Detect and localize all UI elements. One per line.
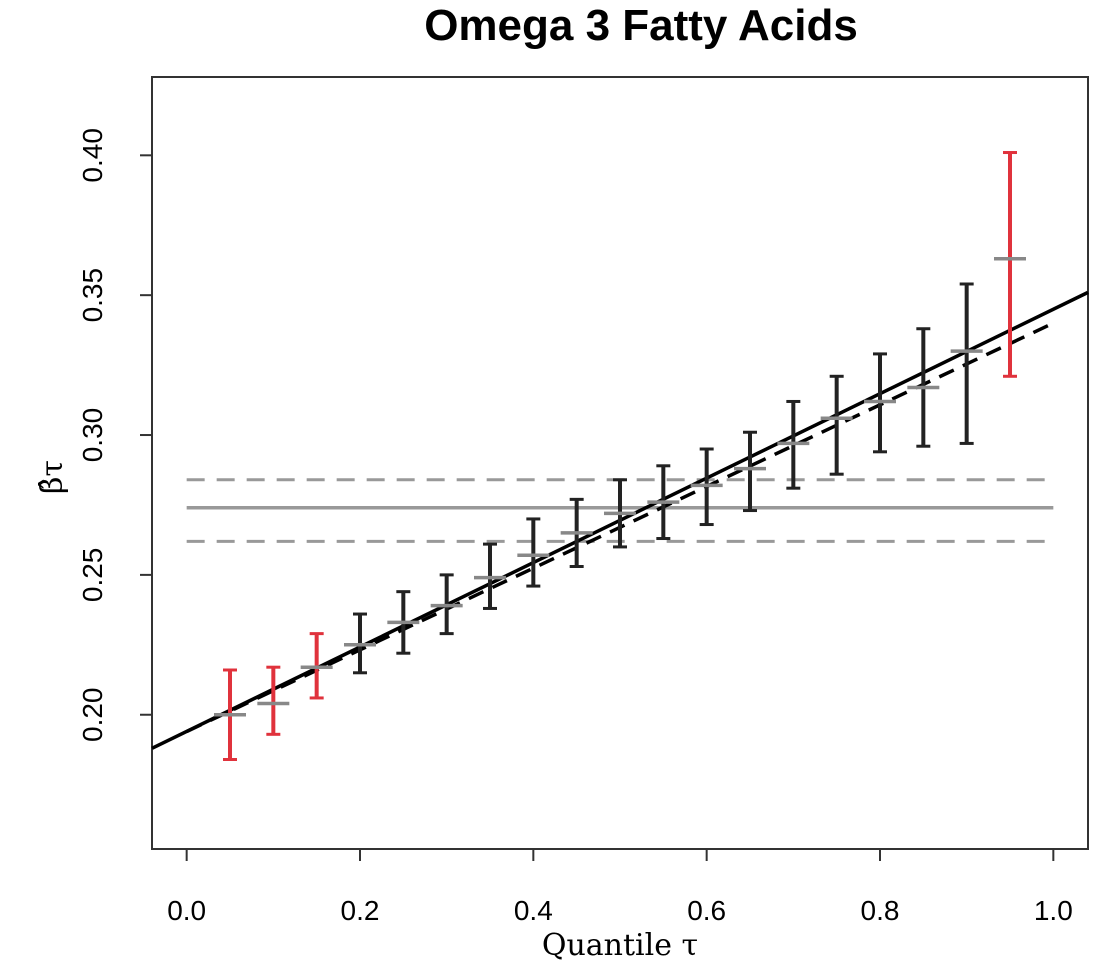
x-tick-label: 0.8 [861,895,900,926]
estimate-point [560,497,593,568]
estimate-point [517,517,550,588]
estimate-point [387,590,420,655]
x-tick-label: 0.6 [687,895,726,926]
x-tick-label: 0.2 [341,895,380,926]
y-tick-label: 0.30 [77,408,108,463]
x-tick-label: 0.4 [514,895,553,926]
y-tick-label: 0.35 [77,268,108,323]
y-axis: 0.20 0.25 0.30 0.35 0.40 [77,128,153,742]
x-tick-label: 0.0 [167,895,206,926]
y-tick-label: 0.25 [77,548,108,603]
x-axis: 0.0 0.2 0.4 0.6 0.8 1.0 [167,848,1073,926]
plot-frame [151,76,1089,850]
estimate-point [604,478,636,549]
estimate-point [907,327,940,448]
estimate-point [430,573,463,636]
estimate-point [777,399,810,490]
y-tick-label: 0.20 [77,687,108,742]
estimate-point [300,632,333,700]
estimate-point [344,612,376,675]
chart-title: Omega 3 Fatty Acids [424,1,858,50]
estimate-point [864,352,896,454]
estimate-point [950,282,983,445]
estimate-point [474,542,506,610]
estimate-point [994,151,1026,378]
error-bars [214,151,1026,761]
estimate-point [214,668,246,761]
x-axis-label: Quantile τ [542,928,698,963]
y-tick-label: 0.40 [77,128,108,183]
estimate-point [690,447,723,527]
estimate-point [647,464,680,541]
estimate-point [734,430,766,513]
estimate-point [257,665,290,736]
x-tick-label: 1.0 [1034,895,1073,926]
estimate-point [820,374,853,476]
y-axis-label: β̂τ [35,460,70,494]
